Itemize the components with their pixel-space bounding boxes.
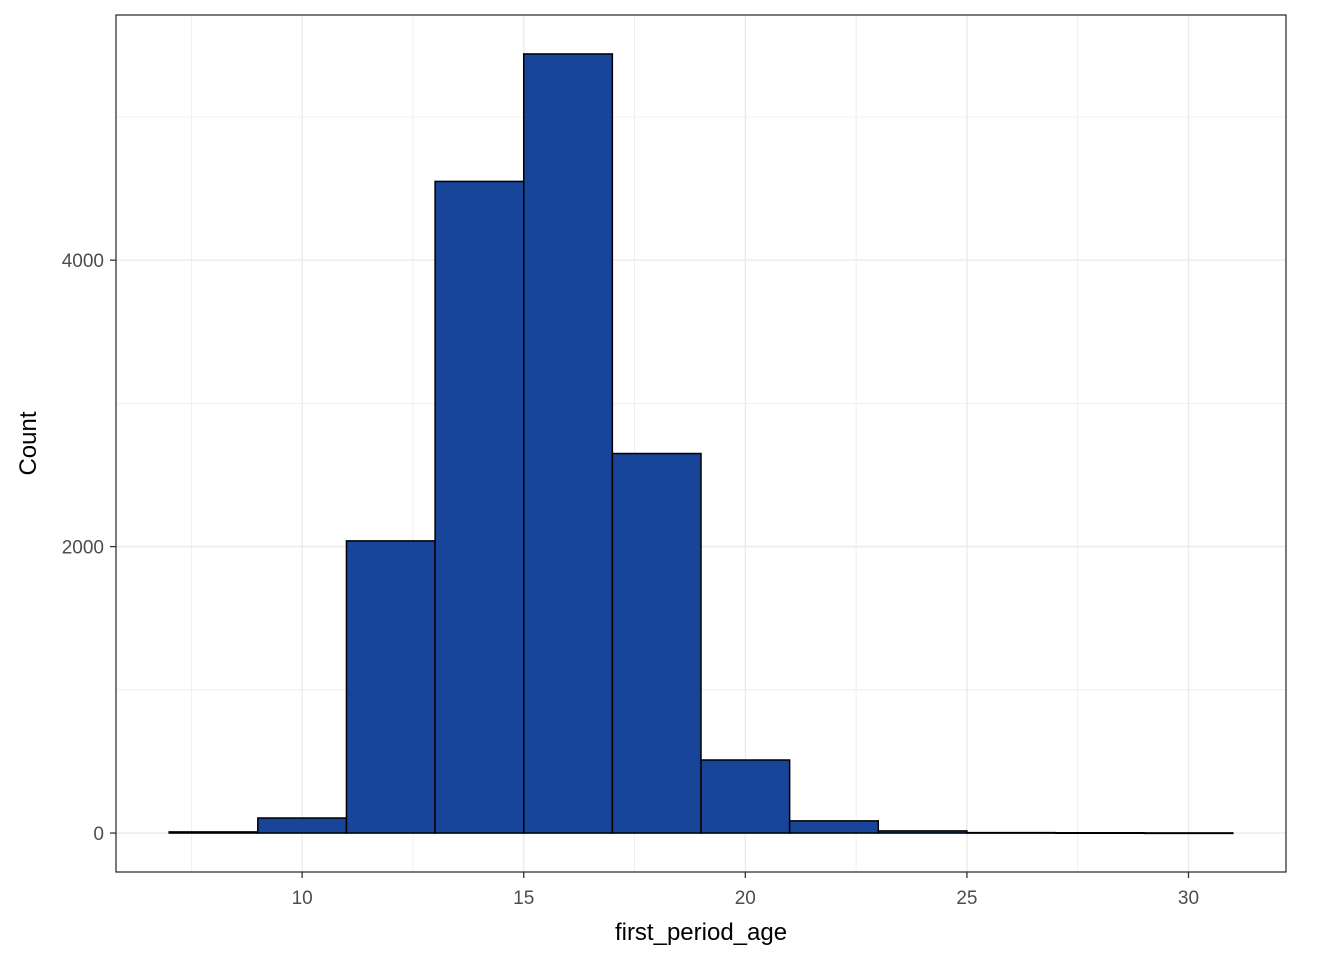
x-tick-label: 30 — [1178, 888, 1199, 909]
histogram-bar — [345, 540, 436, 834]
panel-border — [115, 14, 1287, 873]
histogram-bar — [522, 53, 614, 834]
y-axis-title: Count — [15, 411, 42, 475]
histogram-bar — [611, 452, 702, 834]
histogram-bar — [1054, 832, 1145, 835]
x-tick-label: 25 — [956, 888, 977, 909]
histogram-bar — [966, 831, 1057, 834]
y-axis: 0 2000 4000 — [62, 251, 116, 845]
x-tick-label: 10 — [292, 888, 313, 909]
histogram-bar — [788, 820, 880, 834]
y-tick-label: 2000 — [62, 538, 104, 559]
histogram-bar — [168, 831, 259, 834]
x-tick-label: 20 — [735, 888, 756, 909]
histogram-bar — [434, 180, 525, 834]
histogram-bar — [257, 817, 348, 834]
y-tick-label: 0 — [93, 824, 104, 845]
histogram-bar — [1143, 832, 1234, 835]
x-axis-title: first_period_age — [615, 919, 787, 946]
histogram-bars — [168, 53, 1234, 835]
y-tick-label: 4000 — [62, 251, 104, 272]
histogram-bar — [700, 759, 791, 834]
histogram-bar — [877, 830, 968, 834]
x-axis: 10 15 20 25 30 — [292, 872, 1199, 909]
x-tick-label: 15 — [513, 888, 534, 909]
